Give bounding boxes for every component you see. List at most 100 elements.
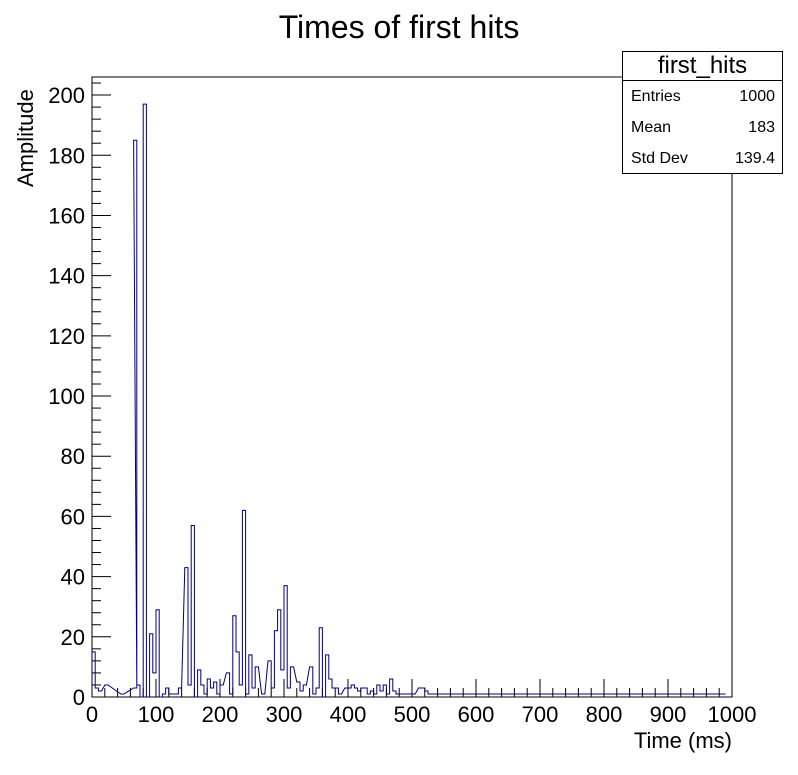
histogram-bin: [431, 694, 434, 697]
stats-label: Std Dev: [631, 149, 688, 167]
histogram-bin: [98, 691, 101, 697]
histogram-bin: [188, 685, 191, 697]
histogram-bin: [438, 694, 441, 697]
histogram-bin: [358, 691, 361, 697]
x-tick-label: 300: [266, 702, 303, 727]
histogram-bin: [281, 670, 284, 697]
y-axis: 0 20 40 60 80 100 120 140 160 180 200: [48, 82, 111, 710]
histogram-bin: [524, 694, 527, 697]
histogram-bin: [274, 631, 277, 697]
histogram-bin: [284, 586, 287, 697]
histogram-bin: [242, 510, 245, 697]
histogram-bin: [428, 694, 431, 697]
histogram-bin: [412, 694, 415, 697]
histogram-bin: [92, 652, 95, 697]
stats-value: 183: [748, 118, 775, 136]
stats-label: Mean: [631, 118, 672, 136]
x-tick-label: 800: [586, 702, 623, 727]
histogram-bin: [150, 634, 153, 697]
histogram-bin: [425, 691, 428, 697]
histogram-bin: [255, 667, 258, 697]
stats-value: 139.4: [734, 149, 775, 167]
histogram-bin: [262, 694, 265, 697]
x-tick-label: 1000: [708, 702, 757, 727]
histogram-bin: [236, 652, 239, 697]
x-tick-label: 900: [650, 702, 687, 727]
histogram-bin: [505, 694, 508, 697]
histogram-bin: [351, 685, 354, 697]
histogram-bin: [361, 688, 364, 697]
histogram-bin: [582, 694, 585, 697]
histogram-bin: [134, 140, 137, 697]
histogram-bin: [617, 694, 620, 697]
histogram-bin: [319, 628, 322, 697]
histogram-bin: [345, 688, 348, 697]
histogram-bin: [303, 685, 306, 697]
histogram-bin: [610, 694, 613, 697]
histogram-bin: [239, 685, 242, 697]
chart-title: Times of first hits: [279, 9, 520, 45]
histogram-bin: [335, 688, 338, 697]
histogram-bin: [460, 694, 463, 697]
histogram-bin: [662, 694, 665, 697]
histogram-bin: [185, 568, 188, 697]
histogram-bin: [252, 688, 255, 697]
y-tick-label: 0: [73, 685, 85, 710]
histogram-bin: [201, 685, 204, 697]
histogram-bin: [658, 694, 661, 697]
histogram-bin: [95, 688, 98, 697]
histogram-bin: [383, 685, 386, 697]
histogram-bin: [105, 685, 108, 697]
histogram-bin: [418, 688, 421, 697]
histogram-bin: [642, 694, 645, 697]
x-tick-label: 700: [522, 702, 559, 727]
histogram-bin: [137, 685, 140, 697]
histogram-bin: [214, 682, 217, 697]
histogram-bin: [569, 694, 572, 697]
histogram-bin: [386, 694, 389, 697]
histogram-bin: [396, 694, 399, 697]
histogram-bin: [540, 694, 543, 697]
histogram-bin: [537, 694, 540, 697]
histogram-bin: [367, 694, 370, 697]
y-axis-label: Amplitude: [13, 89, 38, 187]
histogram-bin: [690, 694, 693, 697]
x-tick-label: 100: [138, 702, 175, 727]
histogram-bin: [143, 104, 146, 697]
histogram-bin: [217, 694, 220, 697]
y-tick-label: 140: [48, 264, 85, 289]
y-tick-label: 180: [48, 143, 85, 168]
histogram-bin: [575, 694, 578, 697]
histogram-bin: [178, 688, 181, 697]
histogram-bin: [230, 694, 233, 697]
y-tick-label: 200: [48, 83, 85, 108]
histogram-bin: [268, 661, 271, 697]
y-tick-label: 160: [48, 203, 85, 228]
histogram-bin: [246, 694, 249, 697]
x-tick-label: 500: [394, 702, 431, 727]
x-tick-label: 400: [330, 702, 367, 727]
histogram-bin: [297, 682, 300, 697]
histogram-bin: [354, 688, 357, 697]
y-tick-label: 20: [61, 625, 85, 650]
histogram-bin: [338, 694, 341, 697]
histogram-bin: [370, 691, 373, 697]
histogram-bin: [348, 688, 351, 697]
stats-value: 1000: [739, 87, 775, 105]
y-tick-label: 120: [48, 324, 85, 349]
histogram-bin: [271, 688, 274, 697]
histogram-bin: [329, 679, 332, 697]
histogram-bin: [550, 694, 553, 697]
stats-title: first_hits: [623, 52, 782, 81]
histogram-bin: [722, 694, 725, 697]
histogram-bin: [156, 610, 159, 697]
y-tick-label: 40: [61, 565, 85, 590]
histogram-bin: [175, 694, 178, 697]
histogram-bin: [668, 694, 671, 697]
histogram-bin: [601, 694, 604, 697]
histogram-bin: [207, 679, 210, 697]
x-tick-label: 600: [458, 702, 495, 727]
histogram-bin: [470, 694, 473, 697]
histogram-bin: [636, 694, 639, 697]
histogram-bin: [482, 694, 485, 697]
